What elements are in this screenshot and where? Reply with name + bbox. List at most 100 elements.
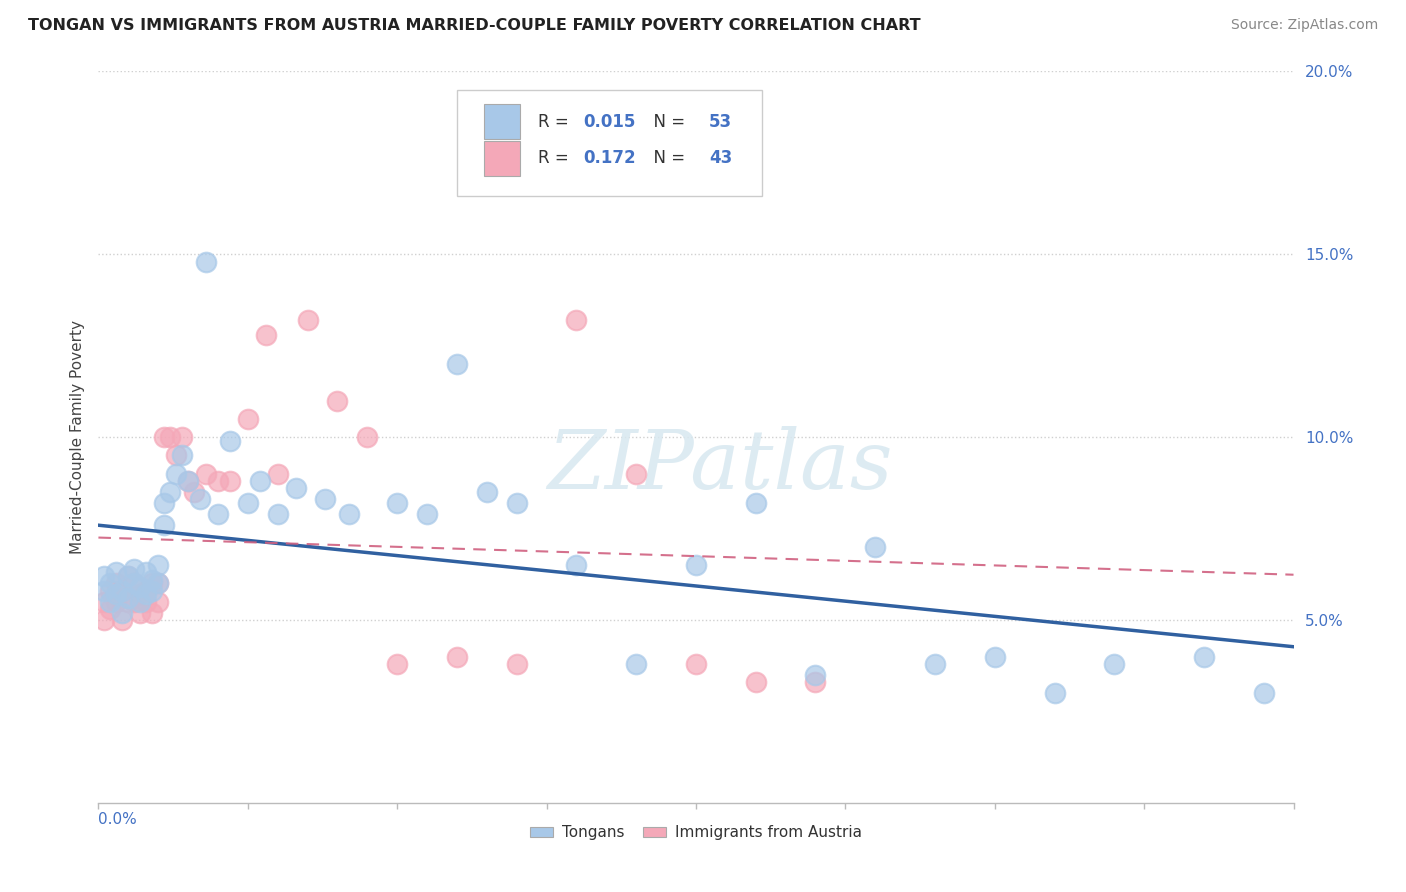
Point: [98, 576, 122, 591]
Point: [506, 657, 529, 671]
Point: [117, 569, 139, 583]
Point: [267, 467, 290, 481]
Point: [219, 474, 242, 488]
Point: [135, 583, 157, 598]
Point: [339, 507, 361, 521]
Text: ZIPatlas: ZIPatlas: [547, 426, 893, 507]
Point: [219, 434, 242, 448]
Point: [111, 606, 134, 620]
Point: [207, 507, 229, 521]
Text: N =: N =: [644, 112, 690, 131]
Point: [195, 254, 218, 268]
Point: [626, 467, 648, 481]
FancyBboxPatch shape: [485, 104, 520, 139]
Point: [565, 313, 588, 327]
Point: [141, 583, 163, 598]
Point: [745, 675, 768, 690]
Point: [153, 430, 176, 444]
Point: [148, 576, 170, 591]
Point: [506, 496, 529, 510]
Point: [284, 481, 307, 495]
FancyBboxPatch shape: [485, 141, 520, 176]
Point: [1104, 657, 1126, 671]
Text: R =: R =: [538, 112, 574, 131]
Point: [111, 583, 134, 598]
Point: [117, 569, 139, 583]
Text: TONGAN VS IMMIGRANTS FROM AUSTRIA MARRIED-COUPLE FAMILY POVERTY CORRELATION CHAR: TONGAN VS IMMIGRANTS FROM AUSTRIA MARRIE…: [28, 18, 921, 33]
Point: [93, 594, 115, 608]
Point: [924, 657, 946, 671]
Point: [129, 580, 152, 594]
Point: [804, 675, 827, 690]
Point: [105, 594, 128, 608]
Point: [129, 587, 152, 601]
Point: [105, 587, 128, 601]
Point: [105, 576, 128, 591]
Point: [129, 606, 152, 620]
Point: [177, 474, 200, 488]
Point: [685, 558, 707, 573]
Text: 0.015: 0.015: [583, 112, 636, 131]
Point: [159, 430, 181, 444]
Point: [98, 594, 122, 608]
Point: [416, 507, 439, 521]
Point: [172, 448, 194, 462]
Point: [177, 474, 200, 488]
Text: R =: R =: [538, 149, 574, 168]
Point: [165, 467, 187, 481]
Point: [446, 649, 468, 664]
Point: [865, 540, 887, 554]
Text: 53: 53: [709, 112, 733, 131]
Point: [183, 485, 205, 500]
Point: [124, 562, 146, 576]
Point: [141, 606, 163, 620]
Point: [984, 649, 1007, 664]
Point: [93, 569, 115, 583]
Point: [148, 576, 170, 591]
Point: [626, 657, 648, 671]
Point: [188, 492, 211, 507]
Point: [207, 474, 229, 488]
Text: N =: N =: [644, 149, 690, 168]
Point: [117, 591, 139, 605]
Point: [254, 327, 277, 342]
Point: [236, 412, 259, 426]
Point: [148, 558, 170, 573]
Text: 0.172: 0.172: [583, 149, 637, 168]
Point: [172, 430, 194, 444]
Point: [267, 507, 290, 521]
Point: [124, 576, 146, 591]
Point: [105, 566, 128, 580]
Point: [153, 496, 176, 510]
Point: [315, 492, 337, 507]
Point: [236, 496, 259, 510]
Point: [153, 517, 176, 532]
Point: [249, 474, 271, 488]
Point: [129, 594, 152, 608]
Point: [745, 496, 768, 510]
Point: [98, 583, 122, 598]
Point: [446, 357, 468, 371]
Point: [98, 602, 122, 616]
Legend: Tongans, Immigrants from Austria: Tongans, Immigrants from Austria: [524, 819, 868, 847]
Point: [385, 657, 409, 671]
Point: [297, 313, 319, 327]
Text: 0.0%: 0.0%: [98, 813, 138, 827]
Point: [326, 393, 349, 408]
Point: [93, 613, 115, 627]
Point: [685, 657, 707, 671]
Point: [475, 485, 498, 500]
Text: 43: 43: [709, 149, 733, 168]
Point: [135, 587, 157, 601]
Y-axis label: Married-Couple Family Poverty: Married-Couple Family Poverty: [69, 320, 84, 554]
Point: [117, 594, 139, 608]
Point: [1043, 686, 1066, 700]
Point: [1192, 649, 1215, 664]
Point: [135, 594, 157, 608]
Point: [93, 583, 115, 598]
Point: [195, 467, 218, 481]
Point: [356, 430, 378, 444]
Point: [141, 576, 163, 591]
Point: [141, 573, 163, 587]
Point: [135, 566, 157, 580]
